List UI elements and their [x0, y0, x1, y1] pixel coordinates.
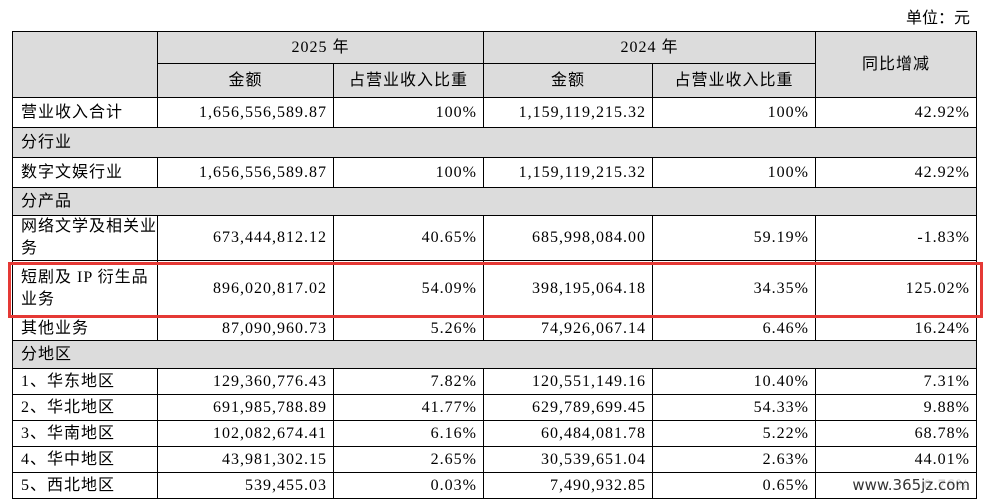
value-cell: 129,360,776.43	[157, 368, 334, 395]
value-cell: 691,985,788.89	[157, 394, 334, 421]
row-label: 3、华南地区	[12, 420, 158, 447]
value-cell: 100%	[652, 97, 816, 128]
value-cell: 7.31%	[815, 368, 977, 395]
column-header: 占营业收入比重	[333, 63, 484, 98]
value-cell: 43,981,302.15	[157, 446, 334, 473]
value-cell: 1,656,556,589.87	[157, 157, 334, 188]
row-label: 数字文娱行业	[12, 157, 158, 188]
row-label: 营业收入合计	[12, 97, 158, 128]
value-cell: 44.01%	[815, 446, 977, 473]
group-header: 2024 年	[483, 31, 816, 64]
row-label: 4、华中地区	[12, 446, 158, 473]
value-cell: -1.83%	[815, 215, 977, 261]
value-cell: 539,455.03	[157, 472, 334, 499]
value-cell: 100%	[652, 157, 816, 188]
column-header: 金额	[483, 63, 653, 98]
column-header: 同比增减	[815, 31, 977, 98]
value-cell: 16.24%	[815, 316, 977, 341]
value-cell: 2.65%	[333, 446, 484, 473]
value-cell: 68.78%	[815, 420, 977, 447]
value-cell: 59.19%	[652, 215, 816, 261]
row-label: 1、华东地区	[12, 368, 158, 395]
row-label: 其他业务	[12, 316, 158, 341]
column-header: 金额	[157, 63, 334, 98]
value-cell: 60,484,081.78	[483, 420, 653, 447]
unit-label: 单位：元	[905, 10, 970, 27]
value-cell: 0.65%	[652, 472, 816, 499]
value-cell: 629,789,699.45	[483, 394, 653, 421]
value-cell: 1,656,556,589.87	[157, 97, 334, 128]
row-label: 网络文学及相关业务	[12, 215, 158, 261]
value-cell: 6.46%	[652, 316, 816, 341]
value-cell: 685,998,084.00	[483, 215, 653, 261]
corner-cell	[12, 31, 158, 98]
section-row: 分地区	[12, 340, 977, 369]
highlight-box	[8, 262, 983, 318]
section-row: 分行业	[12, 127, 977, 158]
value-cell: 102,082,674.41	[157, 420, 334, 447]
value-cell: 87,090,960.73	[157, 316, 334, 341]
value-cell: 30,539,651.04	[483, 446, 653, 473]
value-cell: 673,444,812.12	[157, 215, 334, 261]
value-cell: 54.33%	[652, 394, 816, 421]
group-header: 2025 年	[157, 31, 484, 64]
value-cell: 40.65%	[333, 215, 484, 261]
row-label: 短剧及 IP 衍生品业务	[12, 260, 158, 317]
value-cell: 42.92%	[815, 97, 977, 128]
value-cell: 100%	[333, 157, 484, 188]
watermark: www.365jz.com	[852, 476, 970, 494]
value-cell: 0.03%	[333, 472, 484, 499]
value-cell: 9.88%	[815, 394, 977, 421]
section-row: 分产品	[12, 187, 977, 216]
value-cell: 41.77%	[333, 394, 484, 421]
row-label: 5、西北地区	[12, 472, 158, 499]
row-label: 2、华北地区	[12, 394, 158, 421]
value-cell: 5.26%	[333, 316, 484, 341]
value-cell: 10.40%	[652, 368, 816, 395]
value-cell: 42.92%	[815, 157, 977, 188]
value-cell: 1,159,119,215.32	[483, 97, 653, 128]
value-cell: 100%	[333, 97, 484, 128]
value-cell: 7.82%	[333, 368, 484, 395]
value-cell: 5.22%	[652, 420, 816, 447]
value-cell: 74,926,067.14	[483, 316, 653, 341]
value-cell: 1,159,119,215.32	[483, 157, 653, 188]
value-cell: 6.16%	[333, 420, 484, 447]
value-cell: 2.63%	[652, 446, 816, 473]
value-cell: 120,551,149.16	[483, 368, 653, 395]
column-header: 占营业收入比重	[652, 63, 816, 98]
value-cell: 7,490,932.85	[483, 472, 653, 499]
